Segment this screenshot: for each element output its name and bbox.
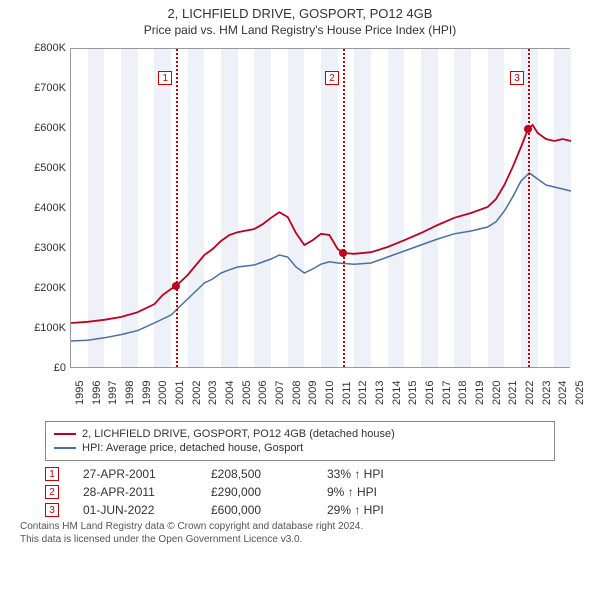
x-tick-label: 2001	[174, 381, 186, 405]
transaction-price: £600,000	[211, 503, 321, 517]
page-title: 2, LICHFIELD DRIVE, GOSPORT, PO12 4GB	[0, 6, 600, 21]
x-tick-label: 2005	[241, 381, 253, 405]
legend-label: 2, LICHFIELD DRIVE, GOSPORT, PO12 4GB (d…	[82, 428, 395, 440]
x-tick-label: 2023	[541, 381, 553, 405]
transaction-hpi-delta: 9% ↑ HPI	[327, 485, 447, 499]
sale-marker-line	[176, 49, 178, 367]
transaction-marker: 1	[45, 467, 59, 481]
y-tick-label: £800K	[20, 42, 66, 54]
x-tick-label: 2007	[274, 381, 286, 405]
y-tick-label: £300K	[20, 242, 66, 254]
sale-marker-badge: 3	[510, 71, 524, 85]
x-tick-label: 2017	[441, 381, 453, 405]
x-tick-label: 2011	[341, 381, 353, 405]
sale-marker-line	[343, 49, 345, 367]
y-tick-label: £600K	[20, 122, 66, 134]
x-tick-label: 2008	[291, 381, 303, 405]
x-tick-label: 2009	[307, 381, 319, 405]
x-tick-label: 2024	[557, 381, 569, 405]
transaction-row: 1 27-APR-2001 £208,500 33% ↑ HPI	[45, 467, 555, 481]
x-tick-label: 2020	[491, 381, 503, 405]
x-tick-label: 2015	[407, 381, 419, 405]
x-tick-label: 1998	[124, 381, 136, 405]
sale-dot	[339, 249, 347, 257]
sale-marker-badge: 1	[158, 71, 172, 85]
x-tick-label: 2000	[157, 381, 169, 405]
y-tick-label: £0	[20, 362, 66, 374]
page-subtitle: Price paid vs. HM Land Registry's House …	[0, 23, 600, 37]
y-tick-label: £100K	[20, 322, 66, 334]
x-tick-label: 1996	[91, 381, 103, 405]
x-tick-label: 2002	[191, 381, 203, 405]
transaction-date: 01-JUN-2022	[65, 503, 205, 517]
y-tick-label: £400K	[20, 202, 66, 214]
transaction-table: 1 27-APR-2001 £208,500 33% ↑ HPI 2 28-APR-201…	[45, 467, 555, 517]
legend-swatch	[54, 433, 76, 435]
footer-line-1: Contains HM Land Registry data © Crown c…	[20, 521, 580, 534]
transaction-price: £290,000	[211, 485, 321, 499]
x-tick-label: 2019	[474, 381, 486, 405]
transaction-marker: 3	[45, 503, 59, 517]
chart-lines	[71, 49, 571, 369]
x-tick-label: 2010	[324, 381, 336, 405]
transaction-row: 3 01-JUN-2022 £600,000 29% ↑ HPI	[45, 503, 555, 517]
transaction-price: £208,500	[211, 467, 321, 481]
x-tick-label: 2025	[574, 381, 586, 405]
transaction-date: 27-APR-2001	[65, 467, 205, 481]
x-tick-label: 2021	[507, 381, 519, 405]
x-tick-label: 2003	[207, 381, 219, 405]
legend-label: HPI: Average price, detached house, Gosp…	[82, 442, 303, 454]
sale-marker-badge: 2	[325, 71, 339, 85]
transaction-hpi-delta: 29% ↑ HPI	[327, 503, 447, 517]
y-tick-label: £700K	[20, 82, 66, 94]
x-tick-label: 2014	[391, 381, 403, 405]
legend-item: 2, LICHFIELD DRIVE, GOSPORT, PO12 4GB (d…	[54, 428, 546, 440]
x-tick-label: 2006	[257, 381, 269, 405]
x-tick-label: 1997	[107, 381, 119, 405]
sale-dot	[524, 125, 532, 133]
y-tick-label: £500K	[20, 162, 66, 174]
transaction-marker: 2	[45, 485, 59, 499]
x-tick-label: 2013	[374, 381, 386, 405]
x-tick-label: 2018	[457, 381, 469, 405]
x-tick-label: 2016	[424, 381, 436, 405]
transaction-row: 2 28-APR-2011 £290,000 9% ↑ HPI	[45, 485, 555, 499]
price-chart: 1 2 3 £0 £100K £200K £300K £400K £500K £600K £700…	[20, 43, 580, 413]
x-tick-label: 2022	[524, 381, 536, 405]
x-tick-label: 1999	[141, 381, 153, 405]
x-tick-label: 2012	[357, 381, 369, 405]
legend-swatch	[54, 447, 76, 449]
chart-legend: 2, LICHFIELD DRIVE, GOSPORT, PO12 4GB (d…	[45, 421, 555, 461]
legend-item: HPI: Average price, detached house, Gosp…	[54, 442, 546, 454]
sale-dot	[172, 282, 180, 290]
series-line	[71, 125, 571, 323]
transaction-date: 28-APR-2011	[65, 485, 205, 499]
x-tick-label: 1995	[74, 381, 86, 405]
y-tick-label: £200K	[20, 282, 66, 294]
sale-marker-line	[528, 49, 530, 367]
transaction-hpi-delta: 33% ↑ HPI	[327, 467, 447, 481]
x-tick-label: 2004	[224, 381, 236, 405]
footer-line-2: This data is licensed under the Open Gov…	[20, 534, 580, 547]
attribution-footer: Contains HM Land Registry data © Crown c…	[20, 521, 580, 546]
plot-area: 1 2 3	[70, 48, 570, 368]
